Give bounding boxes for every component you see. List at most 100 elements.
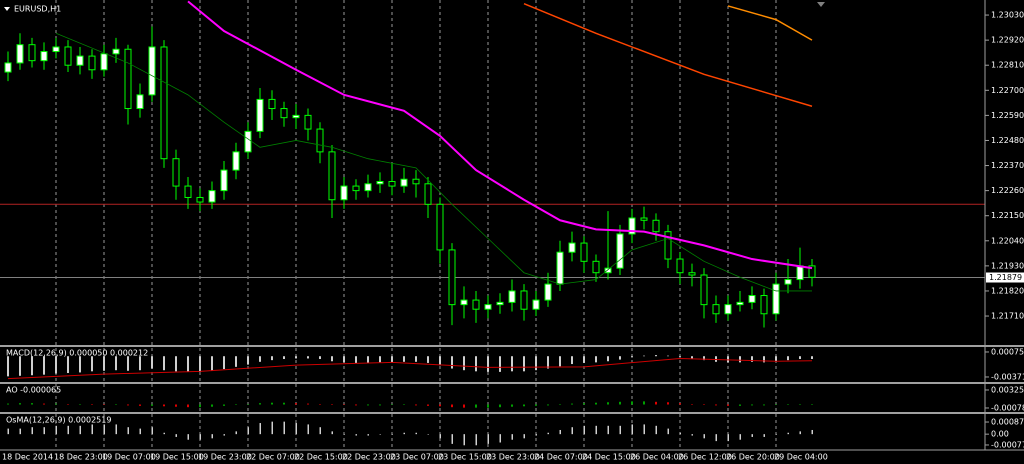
candle-body	[688, 272, 696, 276]
ao-bar	[31, 403, 33, 405]
osma-bar	[559, 429, 561, 435]
macd-bar	[127, 356, 129, 371]
x-tick-label: 19 Dec 07:00	[102, 453, 156, 462]
osma-bar	[223, 434, 225, 436]
ao-bar	[103, 404, 105, 405]
candle-body	[76, 55, 84, 66]
osma-bar	[751, 434, 753, 437]
candle-body	[484, 304, 492, 310]
macd-bar	[799, 356, 801, 360]
menu-triangle[interactable]	[4, 7, 10, 11]
macd-bar	[343, 356, 345, 363]
candle-body	[592, 260, 600, 274]
candle-body	[724, 304, 732, 315]
ao-bar	[655, 401, 657, 405]
y-tick-label: 0.000759	[991, 347, 1024, 356]
osma-bar	[295, 423, 297, 435]
ao-bar	[763, 404, 765, 406]
ao-bar	[427, 404, 429, 406]
moving-average	[55, 32, 812, 292]
candle-body	[28, 44, 36, 62]
macd-bar	[667, 355, 669, 357]
ao-bar	[307, 403, 309, 405]
macd-bar	[811, 356, 813, 360]
ao-bar	[391, 404, 393, 405]
osma-bar	[91, 424, 93, 435]
osma-bar	[367, 434, 369, 436]
osma-bar	[499, 434, 501, 443]
osma-bar	[583, 425, 585, 435]
candle-body	[232, 151, 240, 171]
y-tick-label: 1.22590	[991, 111, 1024, 120]
candle-body	[556, 251, 564, 285]
candle-body	[40, 51, 48, 62]
ao-bar	[175, 404, 177, 407]
candle-body	[544, 283, 552, 301]
ao-bar	[67, 404, 69, 405]
macd-bar	[643, 355, 645, 357]
y-tick-label: 1.22700	[991, 86, 1024, 95]
candle-body	[88, 55, 96, 71]
candle-body	[124, 48, 132, 110]
macd-bar	[103, 356, 105, 371]
ao-bar	[595, 402, 597, 405]
y-tick-label: 0.00325	[991, 385, 1024, 394]
macd-bar	[427, 356, 429, 363]
y-tick-label: 1.23030	[991, 11, 1024, 20]
x-tick-label: 24 Dec 15:00	[582, 453, 636, 462]
x-tick-label: 19 Dec 15:00	[150, 453, 204, 462]
candle-body	[736, 301, 744, 306]
osma-bar	[811, 429, 813, 435]
osma-bar	[619, 425, 621, 435]
candle-body	[532, 299, 540, 310]
osma-bar	[199, 434, 201, 440]
ao-bar	[607, 402, 609, 405]
macd-bar	[595, 356, 597, 363]
osma-bar	[19, 428, 21, 435]
ao-bar	[199, 404, 201, 408]
osma-bar	[439, 434, 441, 439]
osma-bar	[727, 434, 729, 442]
osma-bar	[799, 431, 801, 435]
osma-bar	[7, 428, 9, 435]
ao-bar	[511, 404, 513, 407]
osma-bar	[187, 434, 189, 440]
candle-body	[448, 249, 456, 306]
candle-body	[640, 217, 648, 221]
macd-bar	[523, 356, 525, 372]
macd-bar	[439, 356, 441, 366]
ao-bar	[271, 402, 273, 405]
macd-bar	[187, 356, 189, 372]
y-tick-label: -0.000778	[991, 440, 1024, 449]
osma-bar	[715, 434, 717, 442]
ao-bar	[691, 404, 693, 405]
macd-bar	[571, 356, 573, 365]
candle-body	[412, 178, 420, 185]
ao-bar	[19, 403, 21, 405]
osma-bar	[403, 432, 405, 435]
candle-body	[676, 258, 684, 274]
candle-body	[100, 53, 108, 71]
macd-bar	[223, 356, 225, 370]
macd-bar	[391, 356, 393, 363]
macd-bar	[211, 356, 213, 371]
y-tick-label: 1.22480	[991, 136, 1024, 145]
osma-bar	[667, 428, 669, 435]
macd-bar	[511, 356, 513, 372]
macd-bar	[199, 356, 201, 372]
ao-bar	[463, 404, 465, 408]
candle-body	[700, 274, 708, 306]
x-tick-label: 26 Dec 20:00	[726, 453, 780, 462]
macd-bar	[55, 356, 57, 374]
osma-bar	[343, 434, 345, 435]
osma-bar	[679, 432, 681, 435]
osma-bar	[691, 434, 693, 436]
osma-bar	[247, 427, 249, 435]
x-tick-label: 23 Dec 15:00	[438, 453, 492, 462]
ao-bar	[235, 404, 237, 405]
ao-bar	[259, 403, 261, 405]
moving-average	[523, 2, 813, 107]
candle-body	[208, 190, 216, 203]
osma-bar	[43, 427, 45, 435]
